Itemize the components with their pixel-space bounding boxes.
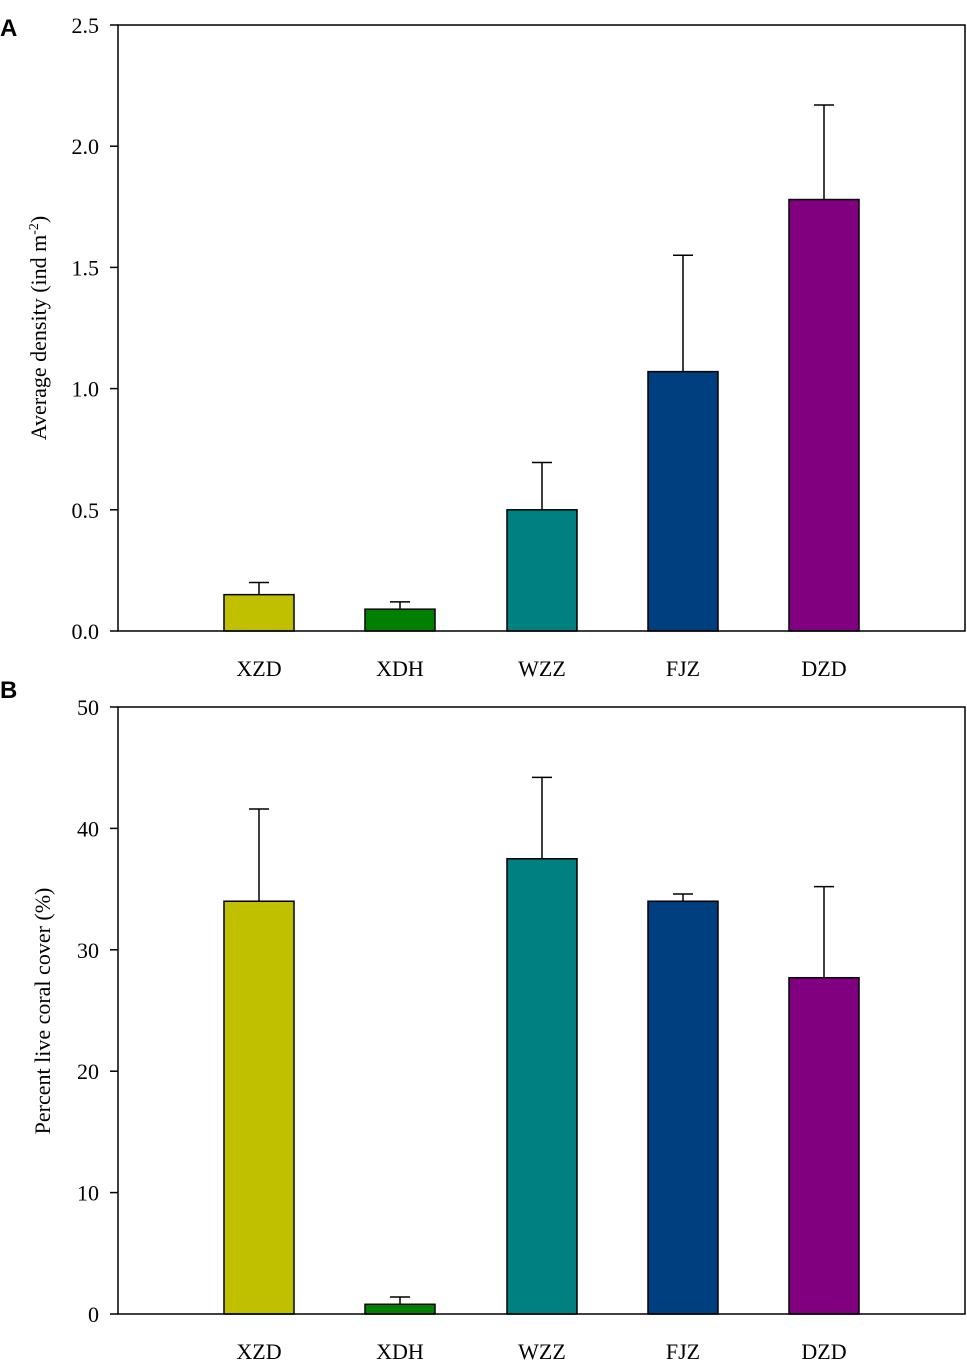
panel-b-x-label-xzd: XZD bbox=[236, 1339, 281, 1361]
panel-a-y-tick-label: 1.5 bbox=[72, 255, 100, 280]
panel-b-letter: B bbox=[0, 677, 17, 704]
panel-a-plot-frame bbox=[117, 24, 966, 632]
panel-a-bar-wzz bbox=[506, 509, 578, 632]
panel-b-y-tick-label: 0 bbox=[88, 1302, 99, 1327]
panel-a-y-axis-title: Average density (ind m-2) bbox=[26, 216, 51, 440]
panel-b-y-tick-label: 40 bbox=[77, 816, 99, 841]
panel-b-plot-frame bbox=[117, 706, 966, 1315]
panel-b-y-tick-label: 30 bbox=[77, 938, 99, 963]
panel-a-y-tick-label: 0.5 bbox=[72, 498, 100, 523]
panel-b-x-label-fjz: FJZ bbox=[666, 1339, 700, 1361]
panel-a-letter: A bbox=[0, 15, 17, 42]
panel-b-x-label-xdh: XDH bbox=[376, 1339, 424, 1361]
panel-a-x-label-dzd: DZD bbox=[801, 656, 846, 681]
panel-b-bar-xzd bbox=[223, 900, 295, 1315]
panel-b-bar-fjz bbox=[647, 900, 719, 1315]
panel-b-bar-wzz bbox=[506, 858, 578, 1315]
panel-b-y-ticks: 0 10 20 30 40 50 bbox=[77, 695, 118, 1327]
panel-b-bar-xdh bbox=[364, 1303, 436, 1315]
panel-a-x-label-xdh: XDH bbox=[376, 656, 424, 681]
panel-b-bar-dzd bbox=[788, 976, 860, 1315]
panel-a-y-axis-title-superscript: -2 bbox=[27, 223, 42, 235]
panel-a-y-tick-label: 1.0 bbox=[72, 377, 100, 402]
panel-a-y-tick-label: 2.5 bbox=[72, 13, 100, 38]
panel-b-x-label-dzd: DZD bbox=[801, 1339, 846, 1361]
panel-a-bar-xdh bbox=[364, 608, 436, 632]
panel-b-y-tick-label: 50 bbox=[77, 695, 99, 720]
panel-a-bar-fjz bbox=[647, 370, 719, 632]
panel-a-bar-dzd bbox=[788, 198, 860, 632]
panel-b-bars bbox=[223, 858, 860, 1315]
panel-a-y-axis-title-main: Average density (ind m bbox=[26, 235, 51, 440]
panel-a: A Average density (ind m-2) 0.0 0.5 1.0 1.5… bbox=[0, 13, 966, 681]
panel-b: B Percent live coral cover (%) 0 10 20 30 40… bbox=[0, 677, 966, 1361]
panel-a-x-label-xzd: XZD bbox=[236, 656, 281, 681]
panel-a-y-axis-title-end: ) bbox=[26, 216, 51, 223]
panel-a-error-bars bbox=[249, 104, 834, 610]
panel-a-x-label-wzz: WZZ bbox=[518, 656, 566, 681]
panel-b-x-labels: XZD XDH WZZ FJZ DZD bbox=[236, 1339, 846, 1361]
panel-a-bar-xzd bbox=[223, 593, 295, 632]
panel-a-y-tick-label: 0.0 bbox=[72, 619, 100, 644]
panel-a-y-tick-label: 2.0 bbox=[72, 134, 100, 159]
panel-a-y-ticks: 0.0 0.5 1.0 1.5 2.0 2.5 bbox=[72, 13, 118, 644]
panel-b-y-tick-label: 10 bbox=[77, 1181, 99, 1206]
panel-a-x-labels: XZD XDH WZZ FJZ DZD bbox=[236, 656, 846, 681]
panel-b-error-bars bbox=[249, 776, 834, 1305]
panel-b-x-label-wzz: WZZ bbox=[518, 1339, 566, 1361]
panel-a-bars bbox=[223, 198, 860, 632]
panel-a-x-label-fjz: FJZ bbox=[666, 656, 700, 681]
panel-b-y-tick-label: 20 bbox=[77, 1059, 99, 1084]
panel-b-y-axis-title: Percent live coral cover (%) bbox=[30, 888, 55, 1135]
